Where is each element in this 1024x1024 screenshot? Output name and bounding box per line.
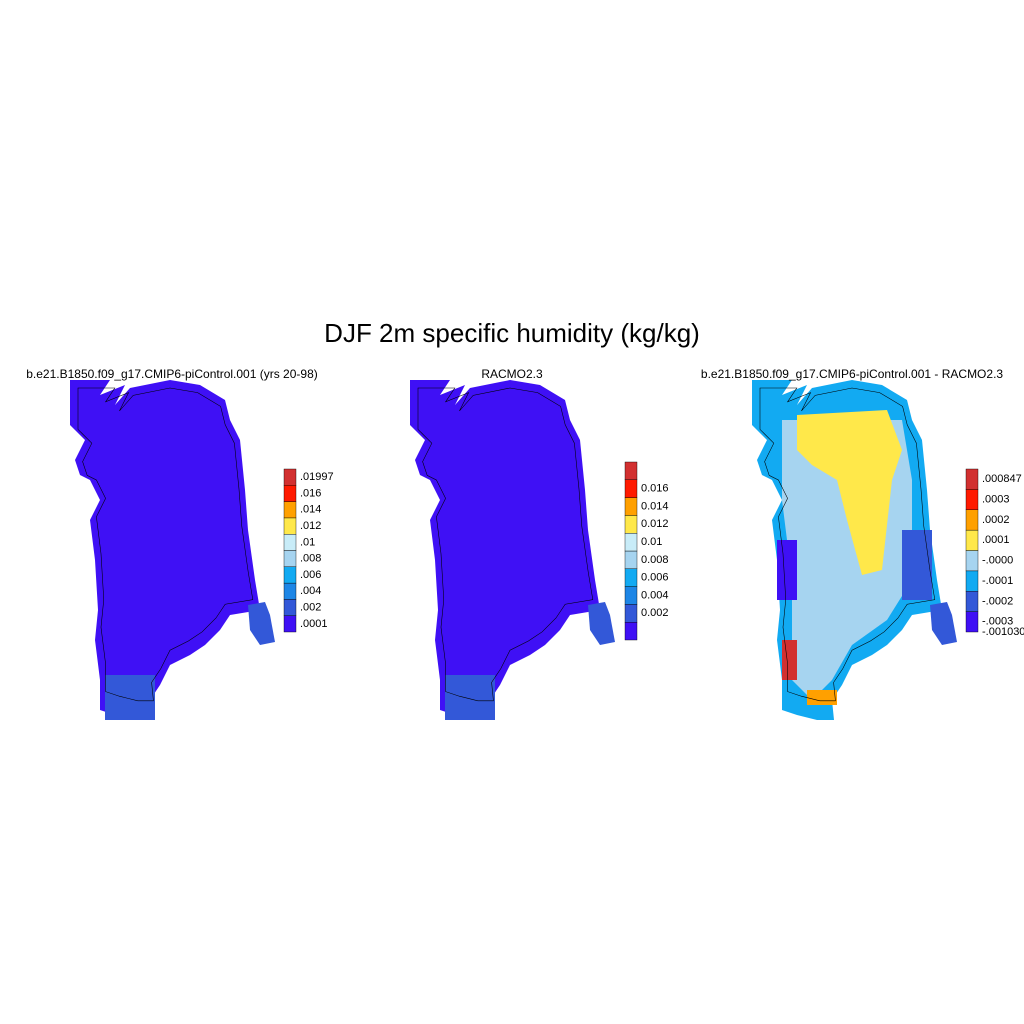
colorbar-swatch — [624, 586, 638, 605]
colorbar-swatch — [283, 550, 297, 567]
colorbar-label: .012 — [300, 520, 321, 532]
coast-cells — [105, 675, 155, 720]
colorbar-swatch — [624, 497, 638, 516]
colorbar-swatch — [965, 570, 979, 592]
colorbar-swatch — [283, 517, 297, 535]
colorbar-label: .0001 — [982, 534, 1010, 546]
figure-title: DJF 2m specific humidity (kg/kg) — [324, 318, 700, 348]
colorbar-label: .006 — [300, 569, 321, 581]
colorbar-label: 0.01 — [641, 536, 662, 548]
colorbar-label: -.0001 — [982, 575, 1013, 587]
colorbar-swatch — [624, 550, 638, 569]
colorbar-swatch — [965, 611, 979, 633]
colorbar-label: .002 — [300, 601, 321, 613]
colorbar-label: -.0000 — [982, 555, 1013, 567]
colorbar-swatch — [624, 461, 638, 480]
colorbar-label: 0.008 — [641, 554, 669, 566]
coast-cells — [782, 640, 797, 680]
colorbar-swatch — [965, 509, 979, 531]
colorbar-label: -.0003 — [982, 616, 1013, 628]
colorbar-swatch — [624, 515, 638, 534]
coast-cells — [807, 690, 837, 705]
panel-title: b.e21.B1850.f09_g17.CMIP6-piControl.001 … — [701, 367, 1003, 381]
colorbar-swatch — [624, 604, 638, 623]
colorbar-label: .0002 — [982, 514, 1010, 526]
positive-anomaly — [797, 410, 902, 575]
colorbar-label: .014 — [300, 504, 321, 516]
ice-sheet — [70, 380, 260, 720]
colorbar-label: .000847 — [982, 473, 1022, 485]
map-panel-3 — [752, 380, 957, 720]
island — [930, 602, 957, 645]
colorbar-swatch — [283, 599, 297, 616]
map-panel-2 — [410, 380, 615, 720]
colorbar-swatch — [283, 534, 297, 551]
colorbar-label: .01997 — [300, 471, 334, 483]
colorbar-swatch — [283, 566, 297, 584]
coast-cells — [902, 530, 932, 600]
colorbar-label: .016 — [300, 487, 321, 499]
panel-title: RACMO2.3 — [481, 367, 543, 381]
colorbar-label: .01 — [300, 536, 315, 548]
colorbar-swatch — [283, 485, 297, 502]
coast-cells — [777, 540, 797, 600]
colorbar-label: -.0002 — [982, 595, 1013, 607]
colorbar-label: .0003 — [982, 493, 1010, 505]
colorbar-label: 0.012 — [641, 518, 669, 530]
ice-sheet — [410, 380, 600, 720]
colorbar-swatch — [624, 479, 638, 498]
colorbar-swatch — [283, 468, 297, 486]
colorbar-label: .004 — [300, 585, 321, 597]
colorbar-swatch — [624, 533, 638, 552]
colorbar-swatch — [965, 468, 979, 490]
colorbar-label: .0001 — [300, 618, 328, 630]
colorbar-swatch — [965, 529, 979, 551]
colorbar-swatch — [283, 501, 297, 519]
colorbar-swatch — [283, 582, 297, 600]
colorbar-swatch — [624, 568, 638, 587]
panel-title: b.e21.B1850.f09_g17.CMIP6-piControl.001 … — [26, 367, 318, 381]
colorbar-swatch — [624, 622, 638, 641]
colorbar-swatch — [283, 615, 297, 633]
colorbar-swatch — [965, 550, 979, 572]
colorbar-label: 0.002 — [641, 607, 669, 619]
colorbar-label: .008 — [300, 553, 321, 565]
colorbar-swatch — [965, 489, 979, 510]
colorbar-swatch — [965, 591, 979, 612]
coast-cells — [445, 675, 495, 720]
island — [248, 602, 275, 645]
colorbar-label: 0.016 — [641, 483, 669, 495]
colorbar-label: -.001030 — [982, 626, 1024, 638]
colorbar-label: 0.006 — [641, 572, 669, 584]
colorbar-label: 0.014 — [641, 500, 669, 512]
colorbar-label: 0.004 — [641, 589, 669, 601]
colorbars: .0001 .002 .004 .006 .008 .01 .012 .014 .016 .019… — [283, 461, 1024, 641]
map-panel-1 — [70, 380, 275, 720]
island — [588, 602, 615, 645]
